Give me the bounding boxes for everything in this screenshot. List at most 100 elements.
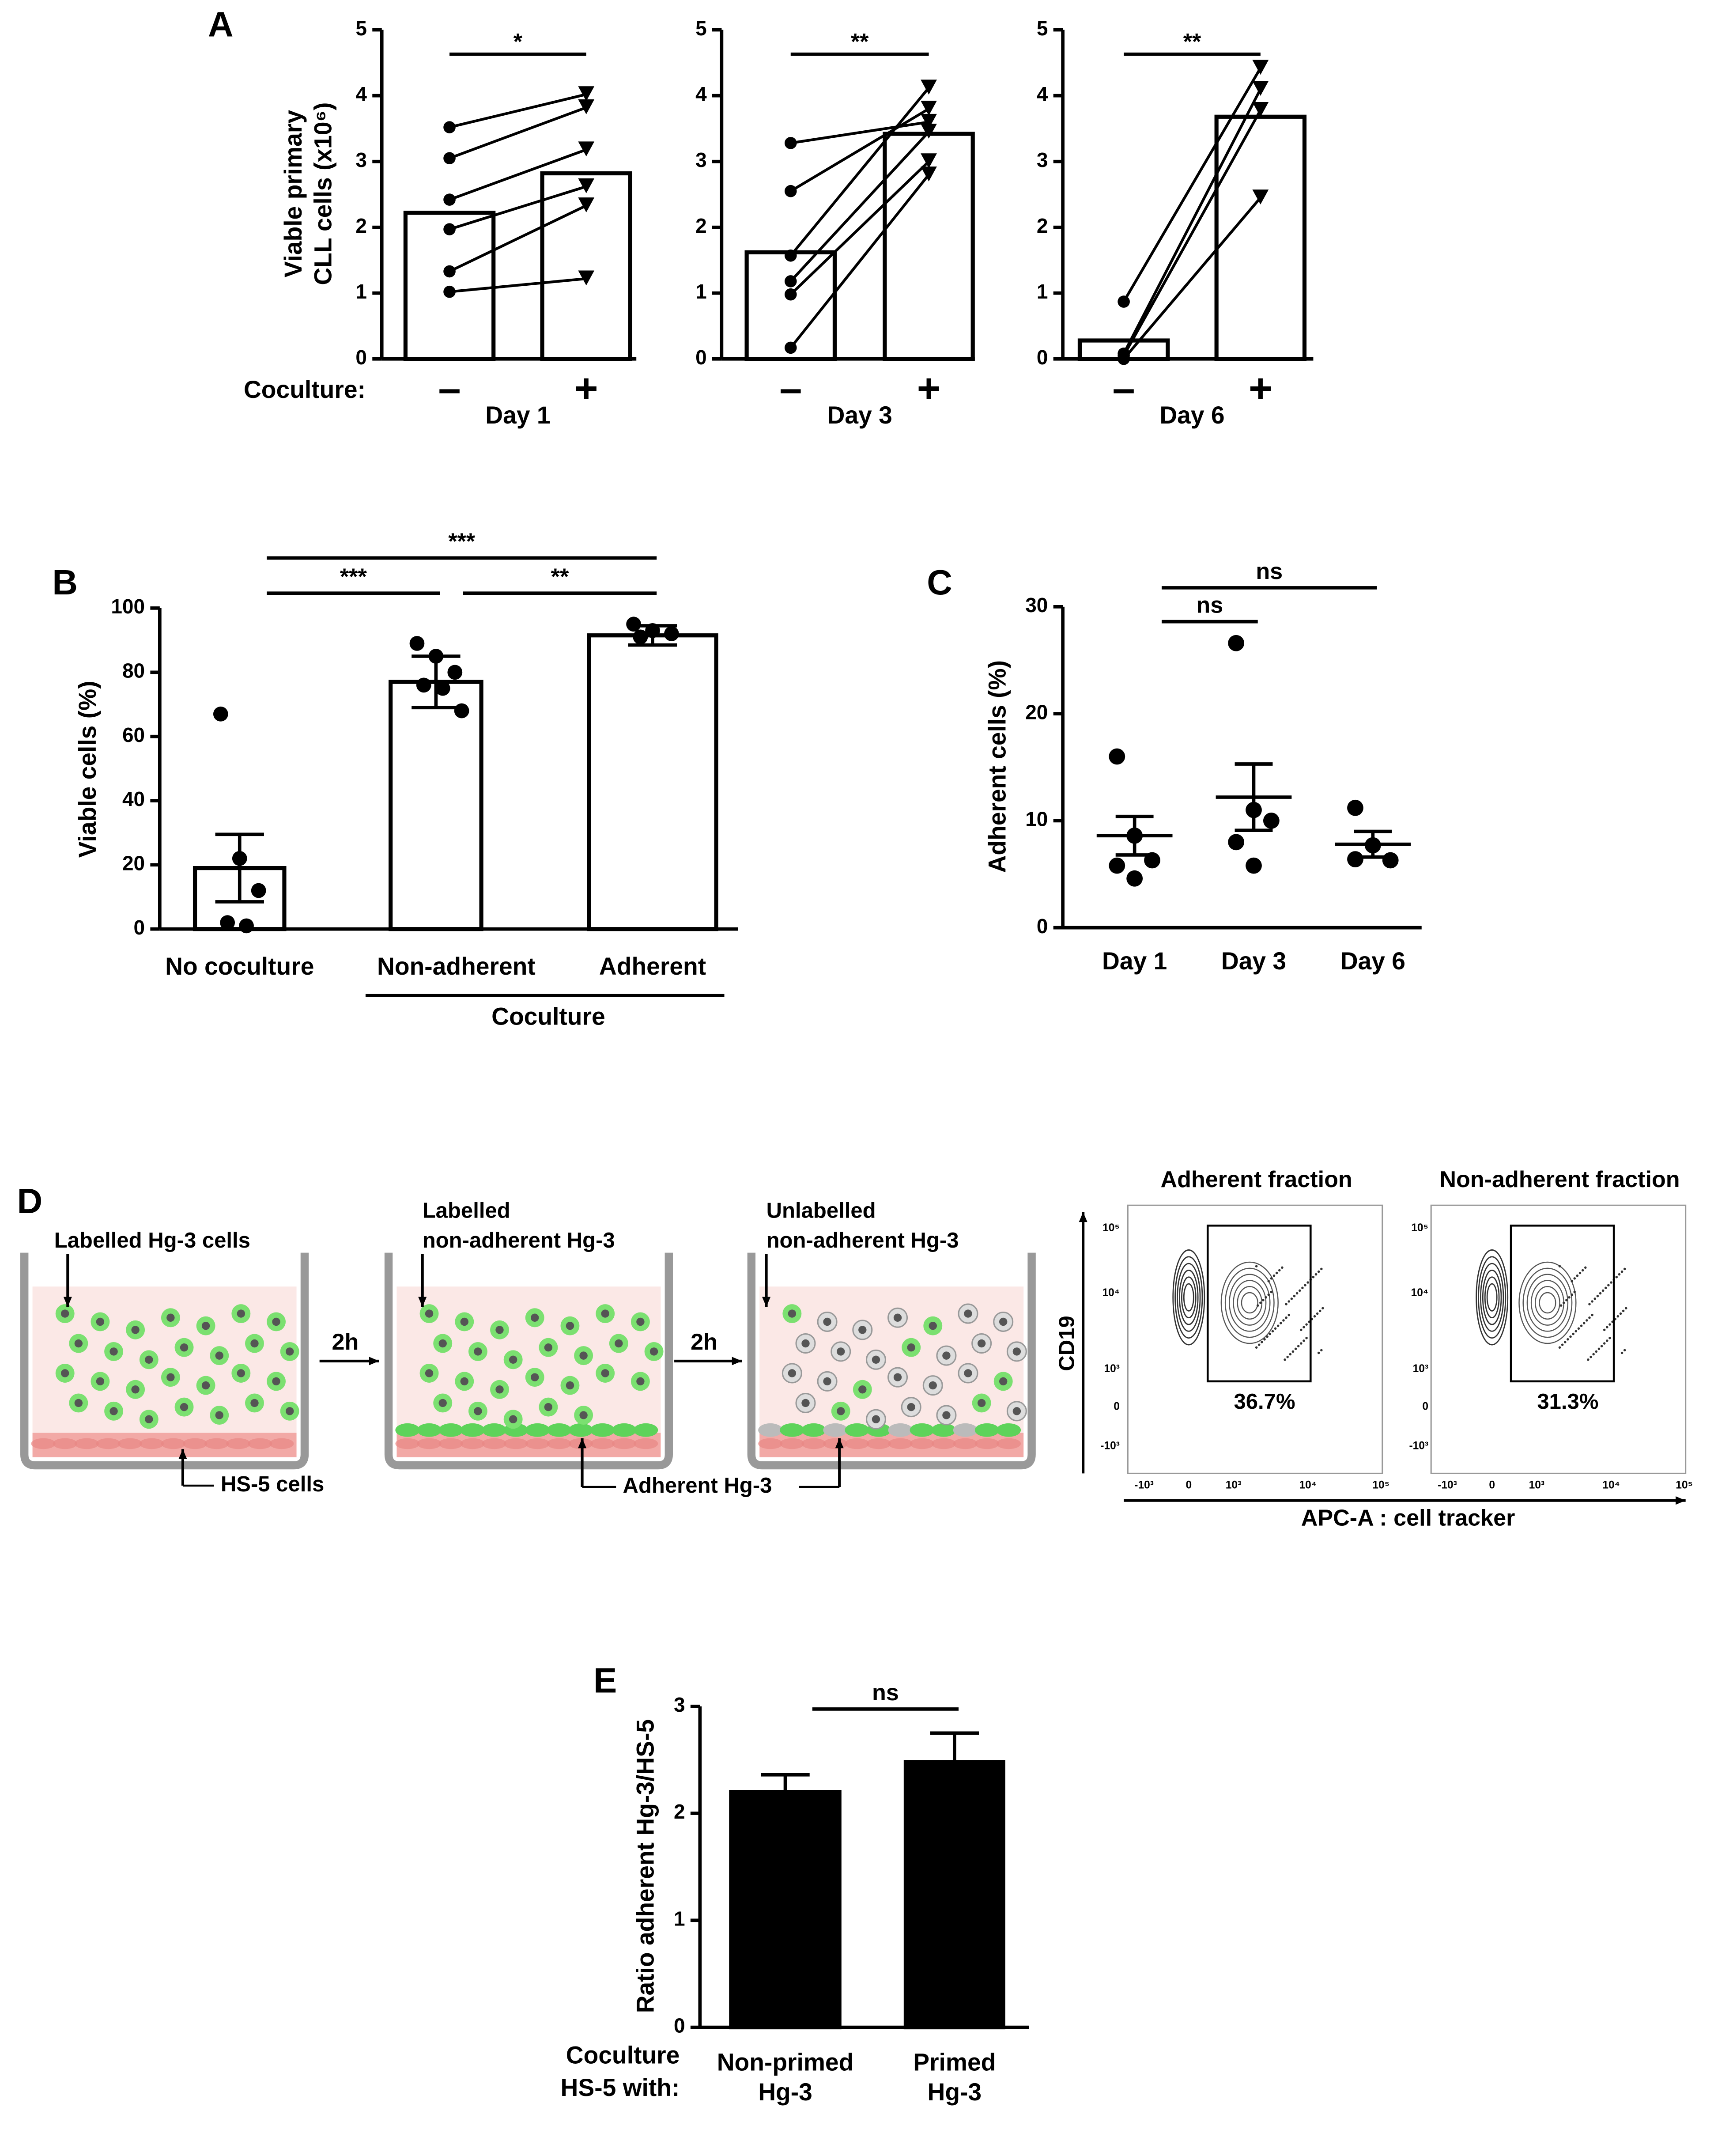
event-dot <box>1620 1351 1624 1354</box>
flow-x-tick-label: 0 <box>1489 1479 1495 1491</box>
event-dot <box>1562 1301 1565 1304</box>
event-dot <box>1586 1319 1588 1322</box>
event-dot <box>1603 1342 1606 1345</box>
stroma-cell <box>953 1438 978 1449</box>
after-point <box>1252 189 1269 204</box>
y-tick-label: 5 <box>695 17 707 40</box>
pair-line <box>449 106 587 160</box>
event-dot <box>1616 1315 1620 1318</box>
event-dot <box>1564 1341 1567 1343</box>
y-tick-label: 3 <box>695 148 707 171</box>
event-dot <box>1320 1349 1323 1352</box>
cell-nucleus <box>237 1369 245 1377</box>
y-tick-label: 2 <box>695 214 707 237</box>
cell-nucleus <box>474 1407 482 1415</box>
cell-nucleus <box>929 1321 937 1330</box>
cell-nucleus <box>438 1399 447 1407</box>
arrow-head <box>369 1357 379 1365</box>
x-axis-label: Day 6 <box>1159 401 1224 429</box>
arrow-head <box>1079 1212 1087 1222</box>
cell-nucleus <box>460 1317 468 1326</box>
y-tick-label: 100 <box>111 595 145 618</box>
pair-line <box>1122 197 1262 360</box>
y-tick-label: 4 <box>695 83 707 106</box>
data-point <box>645 623 660 638</box>
arrow-head <box>178 1449 187 1459</box>
data-point <box>1228 834 1245 851</box>
cell-nucleus <box>893 1313 902 1322</box>
event-dot <box>1578 1271 1582 1275</box>
adherent-cell <box>634 1423 658 1437</box>
stroma-cell <box>204 1438 229 1449</box>
y-tick-label: 60 <box>122 723 145 746</box>
cell-nucleus <box>823 1377 831 1386</box>
cell-nucleus <box>286 1407 294 1415</box>
y-tick-label: 4 <box>355 83 367 106</box>
event-dot <box>1271 1330 1274 1333</box>
cell-nucleus <box>837 1347 845 1356</box>
after-point <box>578 99 595 114</box>
event-dot <box>1573 1277 1576 1280</box>
event-dot <box>1317 1270 1320 1273</box>
well <box>747 1252 1036 1470</box>
flow-y-tick-label: 0 <box>1422 1401 1428 1413</box>
event-dot <box>1295 1292 1299 1295</box>
cell-nucleus <box>460 1377 468 1386</box>
event-dot <box>1588 1303 1591 1305</box>
event-dot <box>1298 1289 1301 1292</box>
cell-nucleus <box>942 1351 951 1360</box>
x-axis-label: Day 1 <box>485 401 550 429</box>
stroma-cell <box>780 1438 804 1449</box>
data-point <box>1364 837 1381 854</box>
x-tick-label: Day 1 <box>1102 947 1167 975</box>
contour <box>1526 1274 1569 1332</box>
diagram-label: Adherent Hg-3 <box>623 1474 772 1498</box>
event-dot <box>1606 1326 1608 1328</box>
data-point <box>239 918 254 934</box>
event-dot <box>1606 1339 1608 1342</box>
stroma-cell <box>634 1438 658 1449</box>
data-point <box>232 851 247 866</box>
data-point <box>454 703 469 719</box>
stroma-cell <box>161 1438 186 1449</box>
diagram-label: non-adherent Hg-3 <box>423 1229 615 1252</box>
y-tick-label: 0 <box>695 346 707 369</box>
flow-y-tick-label: -10³ <box>1100 1440 1120 1452</box>
event-dot <box>1305 1336 1308 1339</box>
cell-nucleus <box>145 1355 153 1364</box>
cell-nucleus <box>495 1385 504 1394</box>
contour <box>1174 1256 1203 1339</box>
adherent-cell <box>547 1423 572 1437</box>
event-dot <box>1568 1296 1571 1299</box>
event-dot <box>1303 1339 1305 1342</box>
significance-label: *** <box>340 564 367 590</box>
event-dot <box>1257 1343 1261 1346</box>
stroma-cell <box>801 1438 826 1449</box>
y-tick-label: 0 <box>134 916 145 939</box>
cell-nucleus <box>201 1321 210 1330</box>
data-point <box>251 883 266 898</box>
event-dot <box>1259 1301 1262 1304</box>
panel-label: B <box>52 563 78 602</box>
contour <box>1181 1276 1197 1319</box>
arrow-head <box>63 1297 72 1307</box>
pair-line <box>449 277 587 293</box>
cell-nucleus <box>601 1369 609 1377</box>
event-dot <box>1623 1267 1626 1271</box>
data-point <box>428 649 444 664</box>
cell-nucleus <box>1012 1407 1021 1415</box>
cell-nucleus <box>636 1377 645 1386</box>
group-label: HS-5 with: <box>561 2074 680 2101</box>
adherent-cell <box>482 1423 506 1437</box>
cell-nucleus <box>166 1373 175 1381</box>
event-dot <box>1294 1347 1297 1350</box>
contour <box>1183 1283 1194 1312</box>
event-dot <box>1574 1330 1578 1333</box>
pair-line <box>789 174 930 349</box>
before-point <box>1118 295 1130 308</box>
group-label: Coculture: <box>244 376 366 403</box>
data-point <box>664 626 679 641</box>
event-dot <box>1599 1292 1602 1295</box>
after-point <box>1252 102 1269 117</box>
before-point <box>784 137 797 149</box>
